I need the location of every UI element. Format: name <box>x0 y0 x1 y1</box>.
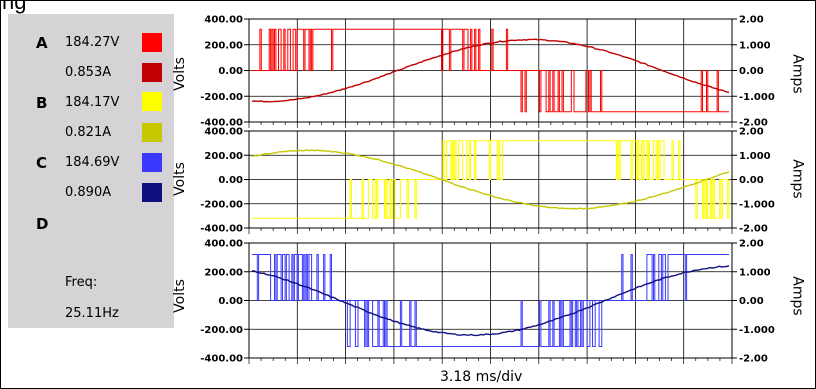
channel-c-label: C <box>36 154 48 172</box>
channel-a-current: 0.853A <box>65 65 112 80</box>
amps-tick-label: -1.000 <box>739 325 775 336</box>
volts-tick-label: -200.00 <box>200 199 243 210</box>
amps-tick-label: -2.00 <box>739 118 768 129</box>
amps-tick-label: 2.00 <box>739 15 764 26</box>
volts-tick-label: -400.00 <box>200 118 243 129</box>
volts-tick-label: -200.00 <box>200 92 243 103</box>
volts-tick-label: 200.00 <box>204 267 243 278</box>
amps-tick-label: -1.000 <box>739 92 775 103</box>
current-trace <box>251 149 730 210</box>
amps-tick-label: 1.000 <box>739 40 771 51</box>
pwm-voltage-trace <box>252 254 729 347</box>
channel-b-current-swatch[interactable] <box>142 123 162 142</box>
amps-tick-label: 0.00 <box>739 175 764 186</box>
channel-c-voltage: 184.69V <box>65 155 120 170</box>
channel-a-voltage: 184.27V <box>65 35 120 50</box>
volts-tick-label: 400.00 <box>204 127 243 138</box>
amps-tick-label: -1.000 <box>739 199 775 210</box>
amps-tick-label: 0.00 <box>739 66 764 77</box>
volts-tick-label: 0.00 <box>218 175 243 186</box>
pwm-voltage-trace <box>252 28 729 113</box>
amps-tick-label: -2.00 <box>739 354 768 365</box>
scope-panel-3[interactable]: 400.00 2.00 200.00 1.000 0.00 0.00 -200.00 -1.0… <box>200 239 775 365</box>
amps-tick-label: 2.00 <box>739 127 764 138</box>
amps-tick-label: 1.000 <box>739 267 771 278</box>
channel-b-voltage-swatch[interactable] <box>142 92 162 111</box>
channel-b-label: B <box>36 94 48 112</box>
current-trace <box>251 38 730 103</box>
current-trace <box>251 265 730 337</box>
channel-b-current: 0.821A <box>65 125 112 140</box>
channel-a-label: A <box>36 34 48 52</box>
volts-tick-label: 400.00 <box>204 239 243 250</box>
volts-tick-label: -200.00 <box>200 325 243 336</box>
volts-tick-label: 0.00 <box>218 66 243 77</box>
channel-a-current-swatch[interactable] <box>142 63 162 82</box>
channel-c-current-swatch[interactable] <box>142 183 162 202</box>
volts-tick-label: 0.00 <box>218 296 243 307</box>
amps-tick-label: 1.000 <box>739 151 771 162</box>
amps-tick-label: 0.00 <box>739 296 764 307</box>
channel-c-voltage-swatch[interactable] <box>142 153 162 172</box>
window-title-fragment: ng <box>2 0 27 14</box>
volts-tick-label: -400.00 <box>200 224 243 235</box>
channel-c-current: 0.890A <box>65 185 112 200</box>
channel-d-label: D <box>36 215 49 233</box>
frequency-label: Freq: <box>65 275 98 290</box>
pwm-voltage-trace <box>252 140 730 219</box>
channel-legend-panel: A 184.27V 0.853A B 184.17V 0.821A C 184.… <box>8 14 174 328</box>
volts-tick-label: 400.00 <box>204 15 243 26</box>
volts-tick-label: -400.00 <box>200 354 243 365</box>
frequency-value: 25.11Hz <box>65 306 119 321</box>
scope-panel-1[interactable]: 400.00 2.00 200.00 1.000 0.00 0.00 -200.00 -1.0… <box>200 15 775 129</box>
time-scale-label: 3.18 ms/div <box>440 369 523 385</box>
channel-a-voltage-swatch[interactable] <box>142 33 162 52</box>
amps-tick-label: 2.00 <box>739 239 764 250</box>
channel-b-voltage: 184.17V <box>65 95 120 110</box>
volts-tick-label: 200.00 <box>204 40 243 51</box>
scope-panel-2[interactable]: 400.00 2.00 200.00 1.000 0.00 0.00 -200.00 -1.0… <box>200 127 775 235</box>
amps-tick-label: -2.00 <box>739 224 768 235</box>
volts-tick-label: 200.00 <box>204 151 243 162</box>
